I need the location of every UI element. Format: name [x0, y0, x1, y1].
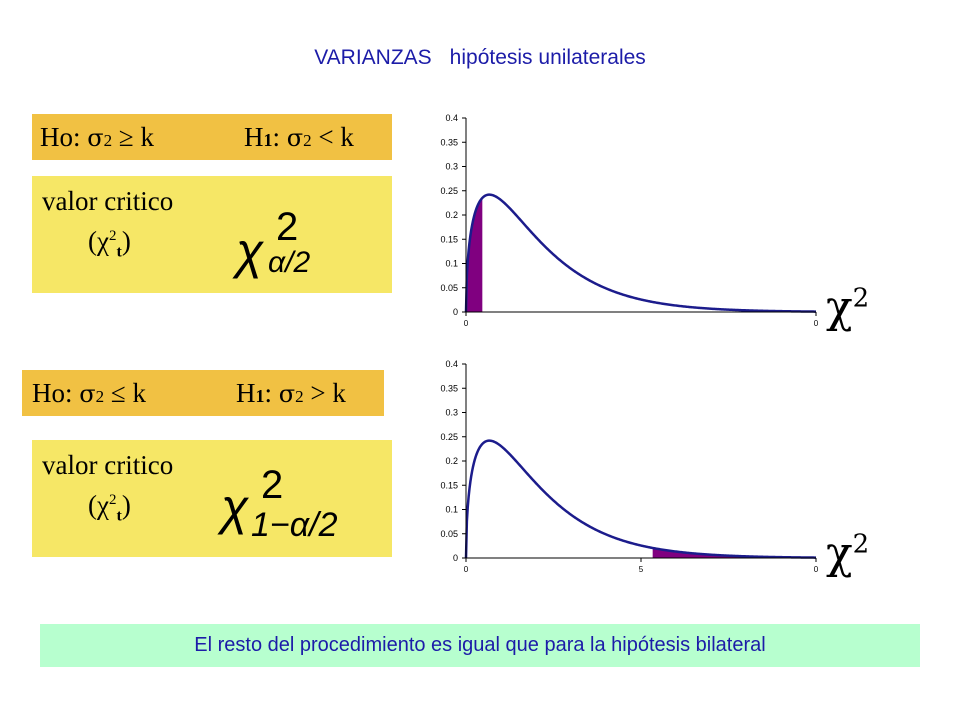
y-tick-label: 0.4: [445, 113, 458, 123]
svg-text:α/2: α/2: [268, 246, 310, 279]
svg-text:2: 2: [276, 205, 298, 249]
hypothesis-bar-2: Ho: σ2 ≤ k H1: σ2 > k: [22, 370, 384, 416]
shaded-rejection-region: [466, 197, 483, 312]
critical-value-box-1: valor critico (χ2t) χ 2 α/2: [32, 176, 392, 293]
y-tick-label: 0.15: [440, 234, 458, 244]
y-tick-label: 0.35: [440, 383, 458, 393]
y-tick-label: 0.25: [440, 186, 458, 196]
page-title: VARIANZAS hipótesis unilaterales: [0, 46, 960, 70]
y-tick-label: 0: [453, 307, 458, 317]
y-tick-label: 0.05: [440, 283, 458, 293]
x-tick-label: 0: [814, 319, 819, 328]
h1-statement: H1: σ2 < k: [244, 122, 354, 152]
critical-value-label: valor critico: [42, 450, 174, 480]
y-tick-label: 0.25: [440, 432, 458, 442]
h0-statement: Ho: σ2 ≥ k: [40, 122, 154, 152]
hypothesis-bar-1: Ho: σ2 ≥ k H1: σ2 < k: [32, 114, 392, 160]
svg-text:1−α/2: 1−α/2: [251, 506, 338, 544]
x-tick-label: 0: [464, 319, 469, 328]
chi-square-axis-label-2: χ2: [826, 528, 870, 579]
svg-text:χ: χ: [217, 479, 249, 535]
y-tick-label: 0: [453, 553, 458, 563]
chi-square-chart-left-tail: 00.050.10.150.20.250.30.350.40 0: [440, 113, 819, 328]
svg-text:χ: χ: [232, 223, 264, 279]
h0-statement: Ho: σ2 ≤ k: [32, 378, 146, 408]
y-tick-label: 0.35: [440, 137, 458, 147]
density-curve: [464, 193, 817, 313]
title-part1: VARIANZAS: [314, 46, 432, 69]
y-tick-label: 0.2: [445, 456, 458, 466]
y-tick-label: 0.2: [445, 210, 458, 220]
y-tick-label: 0.3: [445, 408, 458, 418]
shaded-rejection-region: [652, 547, 816, 558]
chi-square-axis-label-1: χ2: [826, 282, 870, 333]
title-part2: hipótesis unilaterales: [449, 46, 646, 69]
x-tick-label: 0: [814, 565, 819, 574]
chi-square-chart-right-tail: 0 0.05 0.1 0.15 0.2 0.25 0.3 0.35 0.4 0 5 0: [440, 359, 819, 574]
critical-value-formula-2: χ 2 1−α/2: [217, 463, 338, 544]
y-tick-label: 0.3: [445, 162, 458, 172]
critical-value-formula-1: χ 2 α/2: [232, 205, 310, 279]
h1-statement: H1: σ2 > k: [236, 378, 346, 408]
svg-text:2: 2: [261, 463, 283, 507]
critical-value-symbol: (χ2t): [88, 490, 131, 525]
y-tick-label: 0.1: [445, 259, 458, 269]
y-tick-label: 0.15: [440, 480, 458, 490]
y-tick-label: 0.4: [445, 359, 458, 369]
x-tick-label: 0: [464, 565, 469, 574]
density-curve: [464, 439, 817, 559]
critical-value-symbol: (χ2t): [88, 226, 131, 261]
critical-value-label: valor critico: [42, 186, 174, 216]
bottom-note: El resto del procedimiento es igual que …: [40, 624, 920, 667]
critical-value-box-2: valor critico (χ2t) χ 2 1−α/2: [32, 440, 392, 557]
y-tick-label: 0.05: [440, 529, 458, 539]
y-tick-label: 0.1: [445, 505, 458, 515]
x-tick-label: 5: [639, 565, 644, 574]
